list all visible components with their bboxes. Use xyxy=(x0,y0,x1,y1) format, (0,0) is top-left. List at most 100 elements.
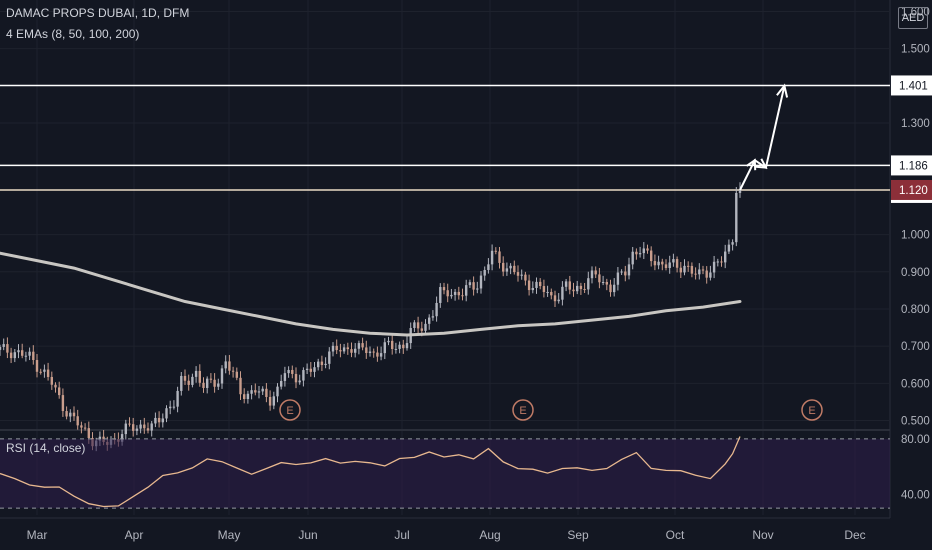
rsi-label: RSI (14, close) xyxy=(6,441,86,455)
candle-body xyxy=(572,289,575,292)
y-tick-label: 0.800 xyxy=(901,304,930,316)
candle-body xyxy=(139,424,142,429)
candle-body xyxy=(209,378,213,380)
x-tick-label: Apr xyxy=(125,528,144,542)
candle-body xyxy=(624,271,627,276)
candle-body xyxy=(161,418,164,423)
candle-body xyxy=(328,351,331,364)
candle-body xyxy=(720,261,723,263)
candle-body xyxy=(735,192,738,243)
currency-badge[interactable]: AED xyxy=(898,7,928,29)
y-tick-label: 0.700 xyxy=(901,341,930,353)
candle-body xyxy=(50,376,53,385)
candle-body xyxy=(261,388,264,392)
candle-body xyxy=(339,350,342,352)
y-tick-label: 1.120 xyxy=(899,185,928,197)
candle-body xyxy=(701,269,705,271)
candle-body xyxy=(535,281,538,288)
candle-body xyxy=(442,287,446,291)
candle-body xyxy=(379,353,383,357)
x-tick-label: Nov xyxy=(752,528,773,542)
candle-body xyxy=(638,253,642,255)
candle-body xyxy=(687,265,690,267)
candle-body xyxy=(239,377,242,395)
x-tick-label: Aug xyxy=(479,528,500,542)
candle-body xyxy=(494,250,497,252)
candle-body xyxy=(28,351,31,356)
candle-body xyxy=(568,281,571,290)
candle-body xyxy=(661,261,664,265)
candle-body xyxy=(228,361,231,371)
candle-body xyxy=(354,348,357,353)
candle-body xyxy=(502,262,505,272)
candle-body xyxy=(579,285,583,290)
candle-body xyxy=(716,261,719,263)
earnings-marker[interactable] xyxy=(512,399,534,421)
candle-body xyxy=(0,346,2,350)
candle-body xyxy=(313,367,316,372)
candle-body xyxy=(479,275,483,289)
indicator-legend: 4 EMAs (8, 50, 100, 200) xyxy=(6,27,140,41)
x-tick-label: Jun xyxy=(298,528,317,542)
candle-body xyxy=(576,285,579,292)
candle-body xyxy=(675,259,679,268)
candle-body xyxy=(531,287,534,291)
candle-body xyxy=(298,380,301,383)
candle-body xyxy=(309,368,312,372)
candle-body xyxy=(120,434,124,442)
candle-body xyxy=(653,261,657,266)
candle-body xyxy=(712,261,716,273)
candle-body xyxy=(590,270,594,279)
y-tick-label: 1.300 xyxy=(901,118,930,130)
candle-body xyxy=(224,361,227,369)
candle-body xyxy=(372,351,375,353)
candle-body xyxy=(257,391,261,393)
candle-body xyxy=(13,352,16,359)
candle-body xyxy=(646,248,649,251)
candle-body xyxy=(564,281,568,287)
candle-body xyxy=(220,368,224,384)
candle-body xyxy=(431,316,435,318)
candle-body xyxy=(61,395,65,412)
candle-body xyxy=(428,317,431,324)
y-tick-label: 0.500 xyxy=(901,416,930,428)
candle-body xyxy=(731,242,734,245)
candle-body xyxy=(424,323,427,331)
candle-body xyxy=(276,386,279,397)
earnings-marker[interactable] xyxy=(279,399,301,421)
candle-body xyxy=(128,423,131,425)
last-price-box xyxy=(891,179,932,200)
candle-body xyxy=(302,370,305,381)
candle-body xyxy=(169,406,172,409)
candle-body xyxy=(657,261,660,266)
candle-body xyxy=(132,424,135,431)
earnings-marker[interactable] xyxy=(801,399,823,421)
ema-line xyxy=(0,251,742,337)
candle-body xyxy=(413,322,416,328)
candle-body xyxy=(361,343,364,348)
candle-body xyxy=(472,282,475,290)
candle-body xyxy=(6,344,9,353)
candle-body xyxy=(668,262,671,268)
candle-body xyxy=(24,355,28,357)
candle-body xyxy=(527,280,531,291)
candle-body xyxy=(561,286,564,300)
projection-arrow[interactable] xyxy=(739,85,786,191)
candle-body xyxy=(635,251,638,255)
candle-body xyxy=(187,380,190,385)
candle-body xyxy=(280,380,283,387)
candle-body xyxy=(468,282,472,286)
candle-body xyxy=(490,250,494,265)
candle-body xyxy=(709,272,712,278)
y-tick-label: 1.000 xyxy=(901,230,930,242)
candle-body xyxy=(246,393,250,400)
price-label-box xyxy=(891,75,932,96)
candle-body xyxy=(143,424,146,429)
candle-body xyxy=(254,390,257,393)
candle-body xyxy=(76,416,79,426)
candle-body xyxy=(87,428,90,439)
candle-body xyxy=(594,270,597,275)
candle-body xyxy=(664,264,668,268)
candle-body xyxy=(605,282,608,285)
